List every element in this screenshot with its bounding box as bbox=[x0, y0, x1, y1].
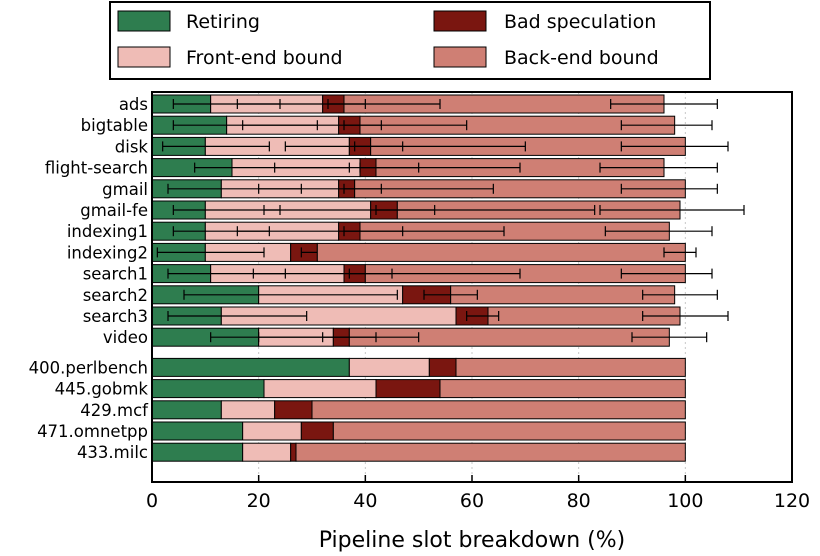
category-label-search2: search2 bbox=[83, 286, 148, 305]
error-bar-search2-back-end-bound bbox=[642, 289, 718, 300]
legend-label-back-end-bound: Back-end bound bbox=[504, 47, 659, 69]
bar-429-mcf-back-end-bound bbox=[311, 400, 686, 420]
x-axis-ticks: 0 20 40 60 80 100 120 bbox=[146, 475, 810, 512]
bar-429-mcf-bad-speculation bbox=[274, 400, 313, 420]
category-label-400-perlbench: 400.perlbench bbox=[29, 358, 148, 377]
error-bar-search1-back-end-bound bbox=[620, 268, 713, 279]
category-label-video: video bbox=[103, 328, 148, 347]
category-label-433-milc: 433.milc bbox=[77, 443, 148, 462]
category-labels: ads bigtable disk flight-search gmail gmail-f… bbox=[29, 95, 150, 462]
x-tick-label-80: 80 bbox=[567, 490, 591, 512]
bar-400-perlbench-bad-speculation bbox=[428, 357, 457, 377]
error-bar-search3-retiring bbox=[167, 311, 308, 321]
x-tick-label-0: 0 bbox=[146, 490, 158, 512]
error-bar-bigtable-back-end-bound bbox=[620, 120, 713, 131]
legend-swatch-retiring bbox=[117, 10, 171, 32]
error-bar-indexing2-back-end-bound bbox=[663, 247, 697, 258]
bar-400-perlbench-retiring bbox=[151, 357, 350, 377]
x-tick-label-20: 20 bbox=[247, 490, 271, 512]
category-label-471-omnetpp: 471.omnetpp bbox=[37, 422, 148, 441]
category-label-search3: search3 bbox=[83, 307, 148, 326]
bar-433-milc-back-end-bound bbox=[295, 442, 686, 462]
category-label-gmail: gmail bbox=[102, 180, 148, 199]
bar-471-omnetpp-retiring bbox=[151, 421, 244, 441]
x-axis-title: Pipeline slot breakdown (%) bbox=[319, 528, 625, 553]
bar-429-mcf-retiring bbox=[151, 400, 222, 420]
error-bar-video-bad-speculation bbox=[322, 332, 377, 343]
legend-label-bad-speculation: Bad speculation bbox=[504, 11, 656, 33]
error-bar-indexing2-bad-speculation bbox=[300, 247, 318, 258]
legend-swatch-bad-speculation bbox=[433, 10, 487, 32]
category-label-indexing2: indexing2 bbox=[67, 243, 148, 262]
bar-445-gobmk-retiring bbox=[151, 379, 265, 399]
bar-445-gobmk-back-end-bound bbox=[439, 379, 686, 399]
error-bar-disk-back-end-bound bbox=[620, 141, 729, 152]
x-tick-label-60: 60 bbox=[460, 490, 484, 512]
error-bar-search1-bad-speculation bbox=[348, 268, 393, 279]
bar-433-milc-front-end-bound bbox=[242, 442, 292, 462]
error-bar-gmail-fe-back-end-bound bbox=[599, 205, 745, 215]
error-bars-group bbox=[156, 99, 745, 343]
category-label-445-gobmk: 445.gobmk bbox=[55, 380, 149, 399]
category-label-disk: disk bbox=[115, 137, 149, 156]
bar-429-mcf-front-end-bound bbox=[220, 400, 276, 420]
bar-indexing2-back-end-bound bbox=[316, 242, 686, 262]
error-bar-flight-search-bad-speculation bbox=[359, 162, 420, 173]
legend: Retiring Bad speculation Front-end bound… bbox=[109, 1, 711, 80]
bar-471-omnetpp-front-end-bound bbox=[242, 421, 302, 441]
legend-swatch-back-end-bound bbox=[433, 46, 487, 68]
error-bar-ads-bad-speculation bbox=[327, 99, 366, 109]
error-bar-search2-retiring bbox=[183, 289, 398, 300]
category-label-429-mcf: 429.mcf bbox=[80, 401, 149, 420]
error-bar-video-back-end-bound bbox=[631, 332, 708, 343]
error-bar-disk-bad-speculation bbox=[354, 141, 404, 152]
error-bar-flight-search-back-end-bound bbox=[599, 162, 718, 173]
error-bar-bigtable-bad-speculation bbox=[343, 120, 382, 131]
category-label-gmail-fe: gmail-fe bbox=[80, 201, 148, 220]
legend-label-retiring: Retiring bbox=[186, 11, 260, 33]
error-bar-indexing1-back-end-bound bbox=[604, 226, 713, 237]
error-bar-ads-back-end-bound bbox=[610, 99, 718, 109]
x-tick-label-120: 120 bbox=[774, 490, 810, 512]
bars-group bbox=[151, 94, 686, 462]
error-bar-search2-bad-speculation bbox=[423, 289, 478, 300]
bar-433-milc-retiring bbox=[151, 442, 244, 462]
error-bar-search3-back-end-bound bbox=[642, 311, 729, 321]
bar-471-omnetpp-back-end-bound bbox=[332, 421, 686, 441]
legend-label-front-end-bound: Front-end bound bbox=[186, 47, 343, 69]
error-bar-gmail-fe-bad-speculation bbox=[375, 205, 436, 215]
bar-433-milc-bad-speculation bbox=[290, 442, 297, 462]
bar-471-omnetpp-bad-speculation bbox=[300, 421, 334, 441]
error-bar-indexing2-retiring bbox=[156, 247, 265, 258]
x-tick-label-40: 40 bbox=[353, 490, 377, 512]
error-bar-gmail-bad-speculation bbox=[343, 183, 382, 194]
bar-400-perlbench-front-end-bound bbox=[348, 357, 430, 377]
category-label-bigtable: bigtable bbox=[81, 116, 148, 135]
error-bar-indexing1-bad-speculation bbox=[343, 226, 404, 237]
error-bar-disk-front-end-bound bbox=[284, 141, 526, 152]
error-bar-gmail-back-end-bound bbox=[620, 183, 718, 194]
x-tick-label-100: 100 bbox=[667, 490, 703, 512]
error-bar-search3-bad-speculation bbox=[466, 311, 500, 321]
bar-445-gobmk-front-end-bound bbox=[263, 379, 377, 399]
bar-search2-back-end-bound bbox=[450, 285, 676, 305]
error-bar-video-front-end-bound bbox=[258, 332, 334, 343]
category-label-indexing1: indexing1 bbox=[67, 222, 148, 241]
bar-400-perlbench-back-end-bound bbox=[455, 357, 686, 377]
legend-swatch-front-end-bound bbox=[117, 46, 171, 68]
category-label-search1: search1 bbox=[83, 265, 148, 284]
error-bar-disk-retiring bbox=[162, 141, 270, 152]
legend-frame bbox=[109, 1, 711, 80]
bar-445-gobmk-bad-speculation bbox=[375, 379, 441, 399]
category-label-flight-search: flight-search bbox=[45, 159, 148, 178]
category-label-ads: ads bbox=[119, 95, 148, 114]
